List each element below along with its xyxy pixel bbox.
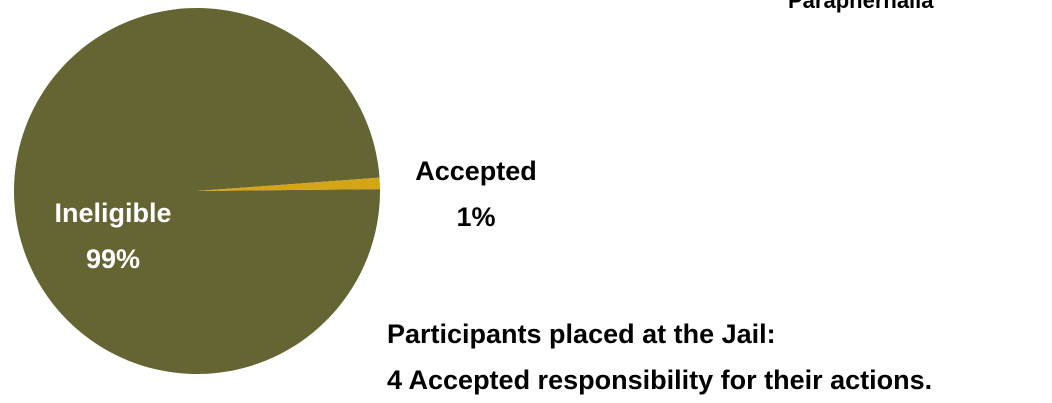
participants-note-line1: Participants placed at the Jail: [387,319,776,349]
slice-label-ineligible: Ineligible 99% [30,190,196,282]
clipped-header-text: Paraphernalia [788,0,934,13]
slice-label-accepted-name: Accepted [415,156,537,186]
slice-label-ineligible-percent: 99% [85,244,141,274]
pie-slice-ineligible [13,8,380,375]
slice-label-ineligible-name: Ineligible [54,198,172,228]
participants-note: Participants placed at the Jail: 4 Accep… [387,311,932,403]
pie-slice-accepted [197,177,380,191]
participants-note-line2: 4 Accepted responsibility for their acti… [387,365,933,395]
slice-label-accepted-percent: 1% [456,202,496,232]
slice-label-accepted: Accepted 1% [393,148,559,240]
